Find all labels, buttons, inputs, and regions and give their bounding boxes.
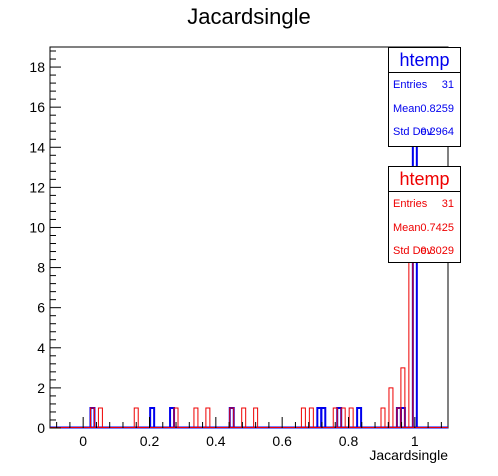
stats-std-value: 0.3029 — [420, 245, 454, 258]
stats-entries-row: Entries 31 — [389, 73, 460, 97]
stats-std-value: 0.2964 — [420, 126, 454, 139]
histogram-bin — [228, 406, 235, 428]
histogram-bin — [253, 407, 259, 428]
histogram-bin — [173, 407, 179, 428]
histogram-bin — [380, 407, 386, 428]
histogram-bin — [205, 407, 211, 428]
histogram-bin — [336, 406, 343, 428]
stats-entries-value: 31 — [441, 198, 454, 210]
y-tick-label: 18 — [29, 59, 45, 75]
stats-mean-value: 0.8259 — [420, 102, 454, 115]
histogram-bin — [320, 406, 327, 428]
y-tick-label: 14 — [29, 139, 45, 155]
stats-std-row: Std Dev 0.2964 — [389, 120, 460, 144]
y-tick-label: 0 — [37, 420, 45, 436]
stats-mean-label: Mean — [393, 102, 421, 115]
histogram-bin — [169, 406, 176, 428]
histogram-bin — [89, 407, 95, 428]
histogram-bin — [388, 387, 394, 428]
x-axis-label: Jacardsingle — [369, 447, 448, 463]
histogram-bin — [149, 406, 156, 428]
histogram-bin — [356, 406, 363, 428]
histogram-bin — [97, 407, 103, 428]
x-tick-label: 0.4 — [206, 433, 226, 449]
stats-std-row: Std Dev 0.3029 — [389, 239, 460, 263]
stats-box-title: htemp — [389, 167, 460, 192]
y-tick-label: 10 — [29, 219, 45, 235]
x-tick-label: 1 — [411, 433, 419, 449]
histogram-bin — [348, 407, 354, 428]
stats-std-label: Std Dev — [393, 245, 433, 258]
histogram-bin — [89, 406, 96, 428]
stats-box-title: htemp — [389, 48, 460, 73]
y-tick-label: 2 — [37, 380, 45, 396]
histogram-bin — [332, 407, 338, 428]
stats-entries-value: 31 — [441, 79, 454, 91]
y-tick-label: 4 — [37, 340, 45, 356]
stats-box-blue: htemp Entries 31 Mean 0.8259 Std Dev 0.2… — [388, 47, 461, 147]
stats-entries-row: Entries 31 — [389, 192, 460, 216]
histogram-bin — [340, 407, 346, 428]
histogram-bin — [300, 407, 306, 428]
y-tick-label: 16 — [29, 99, 45, 115]
x-tick-label: 0.6 — [272, 433, 292, 449]
axis-layer: 0 0.2 0.4 0.6 0.8 1024681012141618Jacardsingl… — [29, 50, 448, 463]
x-tick-label: 0.8 — [339, 433, 359, 449]
stats-entries-label: Entries — [393, 198, 428, 210]
histogram-bin — [133, 407, 139, 428]
histogram-bin — [400, 367, 406, 428]
histogram-bin — [193, 407, 199, 428]
stats-mean-row: Mean 0.8259 — [389, 97, 460, 121]
stats-mean-row: Mean 0.7425 — [389, 216, 460, 240]
y-tick-label: 6 — [37, 300, 45, 316]
histogram-bin — [241, 407, 247, 428]
y-tick-label: 8 — [37, 260, 45, 276]
x-tick-label: 0 — [79, 433, 87, 449]
stats-box-red: htemp Entries 31 Mean 0.7425 Std Dev 0.3… — [388, 166, 461, 263]
stats-mean-label: Mean — [393, 221, 421, 234]
x-tick-label: 0.2 — [140, 433, 160, 449]
chart-title: Jacardsingle — [187, 4, 311, 29]
y-tick-label: 12 — [29, 179, 45, 195]
stats-entries-label: Entries — [393, 79, 428, 91]
stats-std-label: Std Dev — [393, 126, 433, 139]
histogram-bin — [229, 407, 235, 428]
histogram-bin — [308, 407, 314, 428]
stats-mean-value: 0.7425 — [420, 221, 454, 234]
